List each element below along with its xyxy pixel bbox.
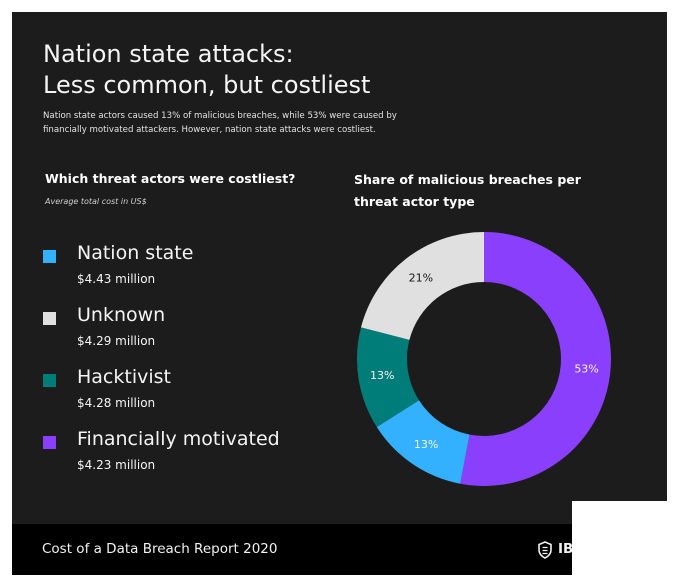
legend-label: Hacktivist bbox=[77, 366, 171, 388]
legend-swatch bbox=[43, 312, 56, 325]
legend-swatch bbox=[43, 374, 56, 387]
page-subtitle: Nation state actors caused 13% of malici… bbox=[43, 109, 443, 137]
donut-slice-label: 21% bbox=[409, 272, 433, 285]
subtitle-line-2: financially motivated attackers. However… bbox=[43, 125, 376, 135]
donut-slice-label: 53% bbox=[574, 363, 598, 376]
cost-heading: Which threat actors were costliest? bbox=[45, 171, 296, 186]
footer: Cost of a Data Breach Report 2020 IB bbox=[12, 524, 667, 575]
title-line-2: Less common, but costliest bbox=[43, 71, 371, 99]
legend-value: $4.28 million bbox=[77, 396, 156, 410]
legend-label: Nation state bbox=[77, 242, 194, 264]
legend-swatch bbox=[43, 436, 56, 449]
shield-icon bbox=[538, 541, 552, 559]
brand-name: IB bbox=[558, 541, 574, 557]
share-heading: Share of malicious breaches per threat a… bbox=[354, 169, 594, 213]
cost-note: Average total cost in US$ bbox=[45, 197, 147, 206]
share-heading-line-1: Share of malicious breaches per bbox=[354, 172, 581, 187]
footer-report-title: Cost of a Data Breach Report 2020 bbox=[42, 541, 278, 557]
page-title: Nation state attacks: Less common, but c… bbox=[43, 39, 370, 101]
legend-value: $4.29 million bbox=[77, 334, 156, 348]
donut-slice-nation-state bbox=[376, 400, 470, 484]
blank-corner bbox=[572, 501, 676, 581]
legend-label: Financially motivated bbox=[77, 428, 280, 450]
legend-label: Unknown bbox=[77, 304, 166, 326]
infographic-panel: Nation state attacks: Less common, but c… bbox=[12, 12, 667, 575]
legend-value: $4.23 million bbox=[77, 458, 156, 472]
legend-swatch bbox=[43, 250, 56, 263]
donut-slice-label: 13% bbox=[414, 438, 438, 451]
share-heading-line-2: threat actor type bbox=[354, 194, 475, 209]
title-line-1: Nation state attacks: bbox=[43, 40, 294, 68]
donut-slice-unknown bbox=[360, 232, 484, 340]
donut-slice-financially-motivated bbox=[460, 232, 611, 486]
donut-slice-label: 13% bbox=[370, 369, 394, 382]
legend-value: $4.43 million bbox=[77, 272, 156, 286]
subtitle-line-1: Nation state actors caused 13% of malici… bbox=[43, 111, 397, 121]
donut-chart: 53% 13% 13% 21% bbox=[357, 232, 611, 486]
donut-slice-hacktivist bbox=[357, 327, 419, 428]
